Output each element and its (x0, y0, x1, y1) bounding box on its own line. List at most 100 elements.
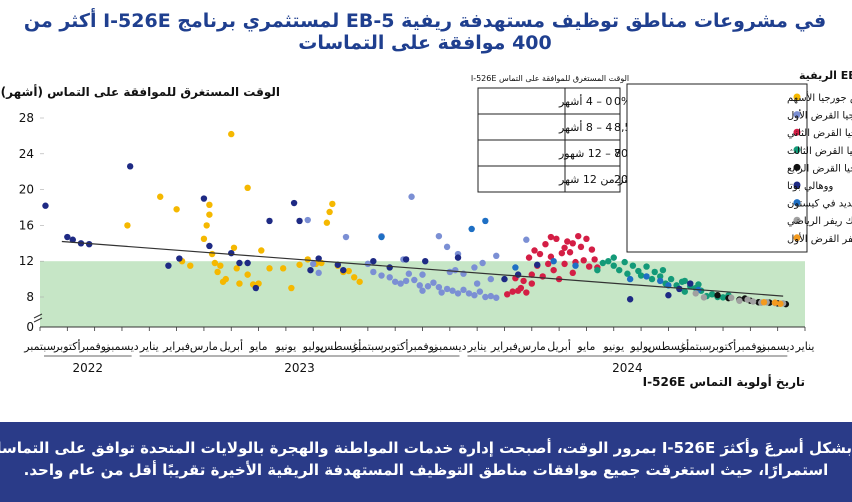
distribution-range: 8 – 12 شهور (558, 147, 621, 160)
legend-label: منتجع كنديد في كيستون (787, 199, 852, 210)
legend-title: مشروعات EB5AN الريفية (799, 69, 852, 82)
data-point (626, 296, 634, 303)
data-point (266, 217, 273, 225)
data-point (493, 252, 500, 260)
data-point (487, 292, 495, 300)
data-point (438, 289, 445, 296)
data-point (471, 264, 478, 271)
distribution-table-header: الوقت المستغرق للموافقة على التماس I-526… (471, 74, 629, 83)
data-point (233, 265, 240, 272)
data-point (386, 264, 393, 271)
data-point (777, 300, 784, 307)
data-point (69, 236, 76, 243)
data-point (577, 243, 585, 251)
data-point (217, 262, 224, 269)
data-point (605, 258, 612, 265)
data-point (211, 259, 219, 267)
y-tick-label: 16 (19, 218, 34, 232)
x-tick-label: فبراير (162, 340, 190, 353)
data-point (208, 250, 216, 258)
data-point (126, 163, 134, 170)
data-point (42, 202, 49, 209)
x-tick-label: مايو (576, 340, 595, 353)
data-point (610, 262, 617, 269)
x-tick-label: مارس (518, 340, 546, 353)
data-point (252, 284, 260, 292)
data-point (594, 266, 601, 274)
data-point (692, 290, 699, 297)
data-point (585, 263, 593, 270)
footer-banner: بشكل أسرعَ وأكثرَ I-526E بمرور الوقت، أص… (0, 422, 852, 502)
legend-label: توين ليكس جورجيا القرض الأول (787, 109, 852, 122)
data-point (397, 280, 404, 287)
data-point (714, 292, 721, 299)
data-point (517, 284, 525, 292)
data-point (616, 266, 623, 274)
x-tick-label: أبريل (547, 339, 571, 353)
data-point (416, 282, 423, 289)
x-tick-label: ديسمبر (104, 340, 139, 353)
data-point (64, 233, 71, 241)
data-point (700, 294, 708, 301)
data-point (370, 268, 377, 276)
data-point (460, 286, 467, 294)
y-tick-label: 24 (19, 147, 34, 161)
axis-break-line (33, 317, 43, 323)
data-point (550, 266, 557, 274)
data-point (386, 274, 393, 281)
data-point (443, 285, 451, 293)
data-point (610, 254, 617, 261)
data-point (482, 217, 489, 225)
data-point (424, 283, 432, 290)
data-point (544, 260, 552, 268)
data-point (340, 266, 347, 274)
data-point (452, 266, 459, 274)
distribution-range: أكثر من 12 شهر (558, 172, 636, 186)
data-point (558, 249, 566, 257)
data-point (728, 294, 735, 301)
data-point (304, 256, 311, 263)
legend-label: توين ليكس جورجيا القرض الثاني (787, 128, 852, 139)
x-tick-label: يناير (467, 340, 487, 353)
data-point (419, 287, 426, 294)
data-point (315, 269, 322, 277)
data-point (329, 200, 336, 208)
data-point (580, 257, 587, 264)
y-tick-labels: 0 8 12 16 20 24 28 (19, 111, 34, 334)
data-point (244, 271, 251, 278)
data-point (736, 297, 743, 304)
data-point (553, 235, 560, 243)
legend-swatch (793, 163, 801, 171)
data-point (165, 262, 172, 269)
data-point (435, 283, 443, 291)
data-point (536, 250, 544, 258)
data-point (200, 195, 208, 202)
data-point (304, 216, 311, 224)
legend-swatch (793, 111, 801, 119)
year-label: 2022 (73, 361, 104, 375)
data-point (378, 272, 385, 279)
y-gridlines (40, 117, 44, 298)
data-point (588, 246, 596, 253)
data-point (290, 199, 298, 207)
data-point (258, 247, 265, 254)
x-tick-label: يناير (139, 340, 159, 353)
data-point (643, 273, 650, 280)
x-tick-label: أكتوبر (381, 339, 408, 353)
x-tick-label: أكتوبر (53, 339, 80, 353)
year-labels: 2022 2023 2024 (44, 355, 788, 375)
legend-swatch (793, 146, 801, 154)
data-point (523, 236, 530, 243)
x-tick-label: فبراير (490, 340, 518, 353)
x-tick-label: ديسمبر (432, 340, 467, 353)
data-point (771, 299, 779, 306)
data-point (206, 242, 213, 250)
legend-label: روكي ريفر القرض الأول (787, 232, 852, 245)
data-point (473, 280, 481, 287)
data-point (187, 262, 194, 269)
data-point (476, 288, 484, 295)
y-tick-label: 12 (19, 254, 34, 268)
data-point (572, 262, 579, 269)
data-point (214, 268, 221, 276)
